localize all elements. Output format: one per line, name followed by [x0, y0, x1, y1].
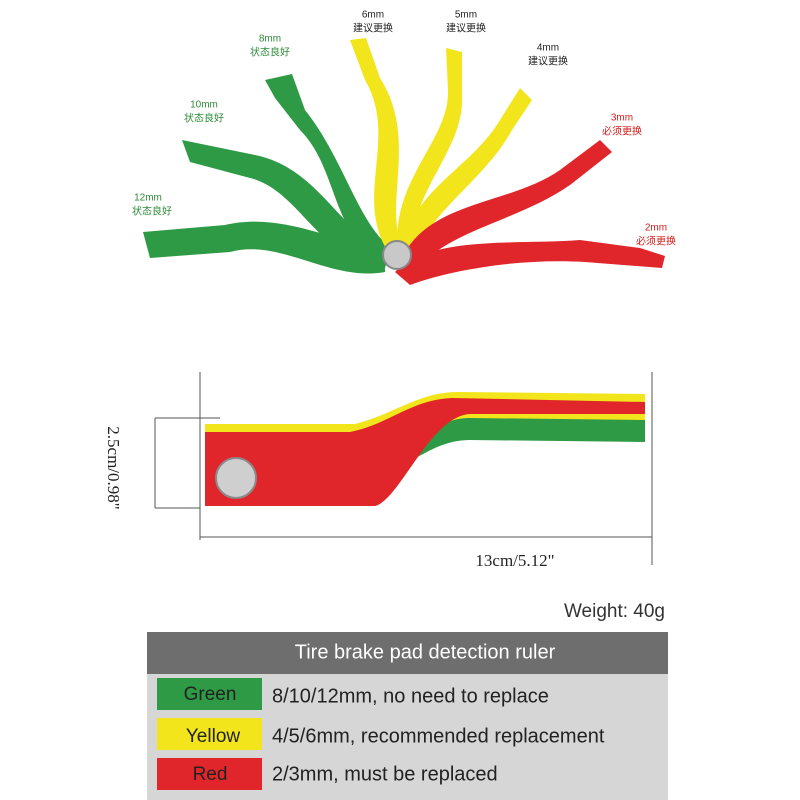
blade-status: 建议更换 — [353, 22, 393, 35]
color-name: Green — [184, 684, 237, 705]
blade-4mm — [402, 88, 532, 258]
blade-status: 必须更换 — [602, 125, 642, 138]
pivot-bolt — [382, 240, 412, 270]
blade-size: 3mm — [611, 113, 633, 124]
blade-size: 8mm — [259, 34, 281, 45]
blade-size: 2mm — [645, 223, 667, 234]
color-name: Yellow — [186, 726, 241, 747]
description: 4/5/6mm, recommended replacement — [272, 725, 605, 747]
length-dimension: 13cm/5.12" — [475, 551, 554, 570]
blade-status: 必须更换 — [636, 235, 676, 248]
blade-status: 状态良好 — [132, 205, 172, 218]
blade-8mm — [265, 74, 395, 262]
description: 2/3mm, must be replaced — [272, 763, 498, 785]
bolt — [215, 457, 257, 499]
height-dimension: 2.5cm/0.98" — [104, 426, 123, 509]
color-name: Red — [193, 764, 228, 785]
blade-status: 状态良好 — [250, 46, 290, 59]
dimension-lines — [154, 372, 653, 565]
blade-3mm — [402, 140, 612, 268]
blade-5mm — [397, 48, 463, 252]
weight: Weight: 40g — [564, 601, 665, 622]
blade-status: 建议更换 — [528, 55, 568, 68]
blade-status: 状态良好 — [184, 112, 224, 125]
blade-status: 建议更换 — [446, 22, 486, 35]
blade-size: 10mm — [190, 100, 218, 111]
blade-size: 5mm — [455, 10, 477, 21]
blade-labels: 12mm 状态良好 10mm 状态良好 8mm 状态良好 6mm 建议更换 5m… — [132, 10, 676, 248]
blade-size: 6mm — [362, 10, 384, 21]
description: 8/10/12mm, no need to replace — [272, 685, 549, 707]
blade-10mm — [182, 140, 390, 268]
legend-table: Tire brake pad detection ruler Green 8/1… — [147, 632, 668, 800]
blade-fan — [143, 38, 665, 285]
side-view — [205, 392, 645, 506]
blade-size: 4mm — [537, 43, 559, 54]
blade-2mm — [395, 240, 665, 285]
blade-size: 12mm — [134, 193, 162, 204]
table-title: Tire brake pad detection ruler — [295, 641, 556, 663]
blade-6mm — [350, 38, 405, 258]
